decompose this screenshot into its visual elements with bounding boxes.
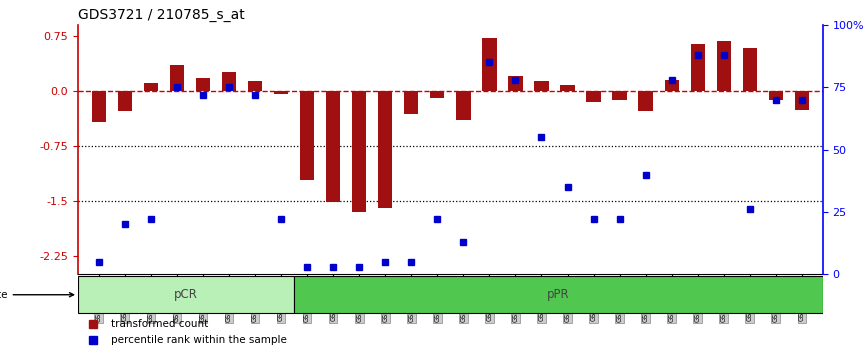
Bar [482,38,496,91]
Bar [690,44,705,91]
Text: percentile rank within the sample: percentile rank within the sample [112,335,288,345]
Bar [378,91,392,208]
Bar [795,91,809,110]
Bar [352,91,366,212]
Bar [170,65,184,91]
Bar [508,76,522,91]
Bar [300,91,314,181]
Bar [612,91,627,99]
Bar [560,85,575,91]
Bar [664,80,679,91]
Bar [118,91,132,112]
Bar [743,48,757,91]
Text: disease state: disease state [0,290,74,300]
Bar [534,81,549,91]
Bar [274,91,288,94]
Bar [294,276,823,313]
Bar [326,91,340,202]
Bar [769,91,783,99]
Bar [196,78,210,91]
Bar [716,41,731,91]
Text: transformed count: transformed count [112,319,209,329]
Bar [92,91,106,122]
Bar [638,91,653,112]
Text: pPR: pPR [547,288,570,301]
Text: pCR: pCR [174,288,198,301]
Bar [586,91,601,102]
Bar [78,276,294,313]
Bar [404,91,418,114]
Bar [222,72,236,91]
Bar [456,91,470,120]
Bar [248,81,262,91]
Text: GDS3721 / 210785_s_at: GDS3721 / 210785_s_at [78,8,245,22]
Bar [144,84,158,91]
Bar [430,91,444,98]
